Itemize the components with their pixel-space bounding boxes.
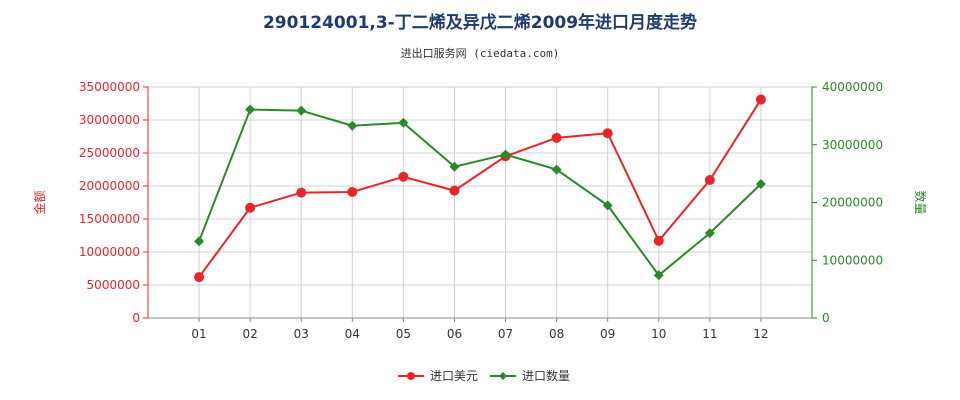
x-tick-label: 09 (600, 327, 615, 341)
chart-subtitle: 进出口服务网 (ciedata.com) (400, 47, 560, 60)
left-axis-title: 金额 (32, 190, 47, 214)
left-tick-label: 5000000 (87, 278, 140, 292)
data-point-1 (449, 185, 460, 196)
x-tick-label: 06 (447, 327, 462, 341)
data-point-2 (653, 270, 664, 281)
right-tick-label: 20000000 (822, 196, 883, 210)
data-point-2 (449, 161, 460, 172)
left-tick-label: 15000000 (79, 212, 140, 226)
x-tick-label: 03 (294, 327, 309, 341)
data-point-1 (296, 187, 307, 198)
legend-label-1: 进口美元 (430, 369, 478, 383)
data-point-2 (602, 200, 613, 211)
data-point-2 (704, 228, 715, 239)
left-tick-label: 25000000 (79, 146, 140, 160)
x-tick-label: 07 (498, 327, 513, 341)
data-point-1 (602, 128, 613, 139)
data-point-2 (500, 149, 511, 160)
x-tick-label: 02 (243, 327, 258, 341)
left-tick-label: 20000000 (79, 179, 140, 193)
x-tick-label: 04 (345, 327, 360, 341)
left-tick-label: 30000000 (79, 113, 140, 127)
series-line-2 (198, 108, 762, 277)
data-point-1 (704, 175, 715, 186)
data-point-1 (245, 202, 256, 213)
data-point-2 (296, 105, 307, 116)
data-point-1 (398, 171, 409, 182)
left-tick-label: 35000000 (79, 80, 140, 94)
data-point-2 (398, 117, 409, 128)
legend-label-2: 进口数量 (522, 368, 570, 383)
right-tick-label: 40000000 (822, 80, 883, 94)
legend-marker-1 (407, 372, 415, 380)
right-tick-label: 10000000 (822, 253, 883, 267)
data-point-2 (245, 104, 256, 115)
left-tick-label: 10000000 (79, 245, 140, 259)
x-tick-label: 11 (702, 327, 717, 341)
data-point-2 (755, 179, 766, 190)
x-tick-label: 12 (753, 327, 768, 341)
data-point-2 (194, 236, 205, 247)
x-tick-label: 05 (396, 327, 411, 341)
data-point-1 (551, 132, 562, 143)
right-axis-title: 数量 (913, 190, 928, 214)
legend-marker-2 (499, 372, 507, 380)
right-tick-label: 0 (822, 311, 830, 325)
data-point-1 (194, 272, 205, 283)
data-point-2 (551, 164, 562, 175)
plot-area (148, 87, 812, 318)
data-point-1 (755, 94, 766, 105)
x-tick-label: 10 (651, 327, 666, 341)
x-tick-label: 08 (549, 327, 564, 341)
x-tick-label: 01 (191, 327, 206, 341)
left-tick-label: 0 (132, 311, 140, 325)
right-tick-label: 30000000 (822, 138, 883, 152)
data-point-1 (653, 235, 664, 246)
data-point-1 (347, 186, 358, 197)
chart-title: 290124001,3-丁二烯及异戊二烯2009年进口月度走势 (262, 13, 698, 33)
data-point-2 (347, 120, 358, 131)
series-line-1 (198, 99, 762, 278)
